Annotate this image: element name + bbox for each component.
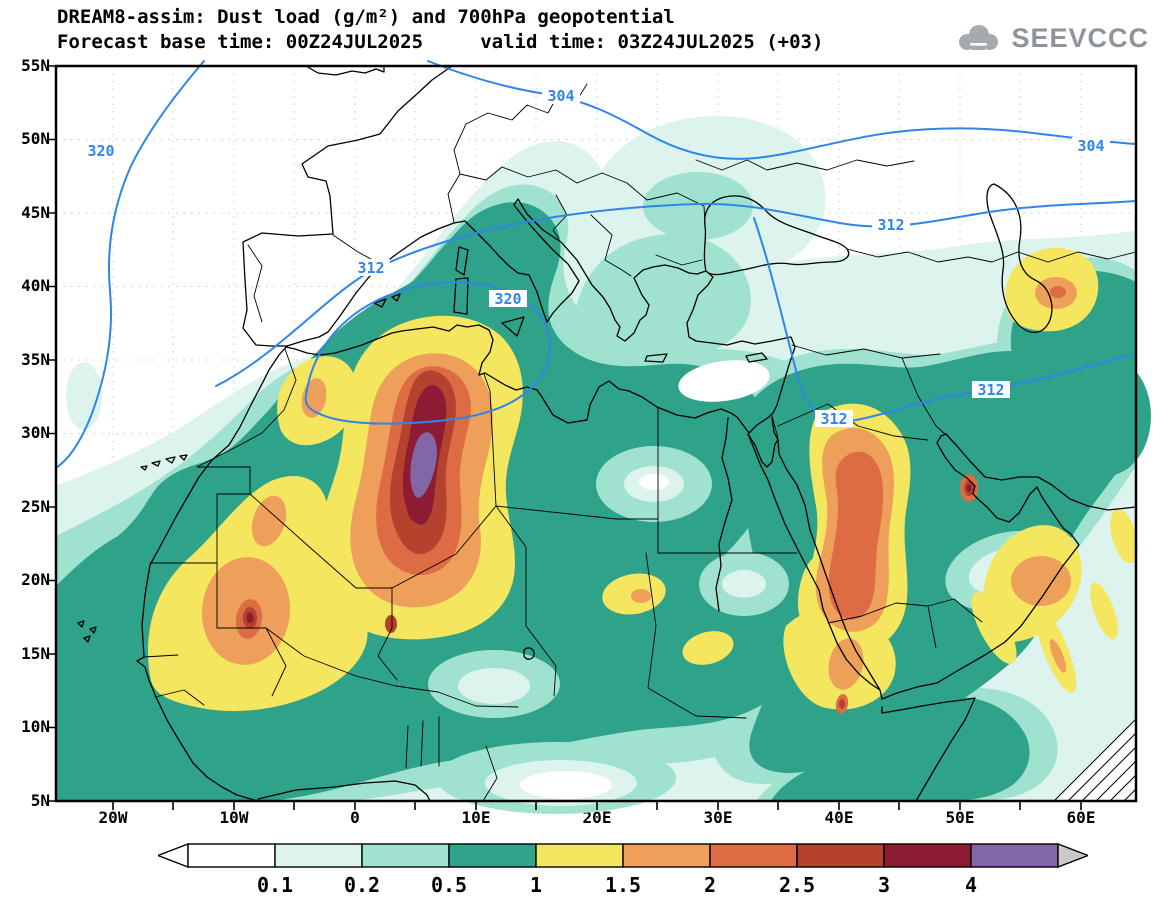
colorbar-box: [535, 843, 624, 868]
contour-label: 320: [489, 290, 527, 308]
contour-label: 320: [82, 142, 120, 160]
colorbar-box: [622, 843, 711, 868]
map-canvas: 320 304 312 320 312: [47, 60, 1151, 814]
lat-label: 25N: [21, 497, 50, 516]
svg-text:320: 320: [87, 142, 114, 160]
colorbar-tick: 0.1: [257, 873, 293, 897]
domain-edge-hatch: [1053, 718, 1137, 802]
colorbar-box: [274, 843, 363, 868]
contour-label: 312: [872, 216, 910, 234]
svg-text:312: 312: [820, 410, 847, 428]
contour-320-west: [55, 60, 205, 469]
colorbar-tick: 0.5: [431, 873, 467, 897]
lon-label: 60E: [1066, 808, 1096, 827]
seevccc-logo: SEEVCCC: [952, 22, 1149, 54]
lat-label: 55N: [21, 56, 50, 75]
lon-label: 40E: [824, 808, 854, 827]
colorbar-svg: 0.1 0.2 0.5 1 1.5 2 2.5 3 4: [156, 842, 1090, 897]
colorbar-tick: 1.5: [605, 873, 641, 897]
lon-label: 0: [350, 808, 360, 827]
lon-label: 20E: [582, 808, 612, 827]
chart-title: DREAM8-assim: Dust load (g/m²) and 700hP…: [57, 6, 675, 28]
svg-text:312: 312: [977, 381, 1004, 399]
lat-label: 15N: [21, 644, 50, 663]
lat-label: 30N: [21, 423, 50, 442]
contour-label: 312: [972, 381, 1010, 399]
country-borders-path: [143, 83, 1137, 802]
contour-label: 312: [352, 259, 390, 277]
logo-text: SEEVCCC: [1011, 22, 1149, 53]
colorbar-legend: 0.1 0.2 0.5 1 1.5 2 2.5 3 4: [156, 842, 1090, 906]
colorbar-box: [709, 843, 798, 868]
contour-labels: 320 304 312 320 312: [82, 87, 1110, 428]
colorbar-tick: 4: [965, 873, 977, 897]
contour-label: 304: [1072, 137, 1110, 155]
lat-label: 40N: [21, 276, 50, 295]
colorbar-tick: 3: [878, 873, 890, 897]
colorbar-overflow-arrow: [1057, 842, 1090, 869]
colorbar-tick: 2: [704, 873, 716, 897]
svg-text:304: 304: [1077, 137, 1104, 155]
lat-label: 45N: [21, 203, 50, 222]
cloud-icon: [959, 25, 999, 50]
lat-label: 50N: [21, 129, 50, 148]
lon-label: 10E: [461, 808, 491, 827]
lon-label: 50E: [945, 808, 975, 827]
chart-subtitle: Forecast base time: 00Z24JUL2025 valid t…: [57, 31, 824, 53]
lon-label: 20W: [98, 808, 128, 827]
dust-level-4: [410, 432, 437, 498]
lat-label: 35N: [21, 350, 50, 369]
svg-text:304: 304: [547, 87, 574, 105]
colorbar-box: [187, 843, 276, 868]
contour-label: 312: [815, 410, 853, 428]
lon-label: 30E: [703, 808, 733, 827]
coastline-path: [77, 65, 1137, 802]
lat-label: 20N: [21, 570, 50, 589]
contour-320-mediterranean: [304, 281, 552, 425]
colorbar-box: [796, 843, 885, 868]
coastlines: [77, 65, 1137, 802]
lat-label: 10N: [21, 717, 50, 736]
colorbar-box: [970, 843, 1059, 868]
lat-label: 5N: [30, 791, 50, 810]
svg-text:312: 312: [877, 216, 904, 234]
svg-text:320: 320: [494, 290, 521, 308]
colorbar-underflow-arrow: [156, 842, 189, 869]
contour-312-south: [753, 217, 1137, 423]
lon-label: 10W: [219, 808, 249, 827]
contour-label: 304: [542, 87, 580, 105]
colorbar-tick: 2.5: [779, 873, 815, 897]
axis-ticks: [47, 65, 1082, 810]
colorbar-box: [883, 843, 972, 868]
colorbar-box: [361, 843, 450, 868]
dust-clear-inliers: [520, 360, 770, 799]
colorbar-tick: 1: [530, 873, 542, 897]
svg-text:312: 312: [357, 259, 384, 277]
colorbar-box: [448, 843, 537, 868]
dust-map-svg: 320 304 312 320 312: [47, 60, 1151, 814]
colorbar-tick: 0.2: [344, 873, 380, 897]
